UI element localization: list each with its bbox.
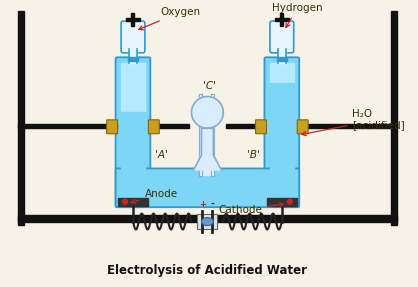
- Polygon shape: [194, 128, 221, 170]
- Bar: [275, 18, 289, 21]
- Bar: [267, 198, 297, 206]
- Bar: [268, 172, 296, 204]
- Bar: [391, 11, 397, 224]
- FancyBboxPatch shape: [270, 21, 294, 53]
- Bar: [118, 198, 148, 206]
- Text: 'C': 'C': [203, 81, 216, 91]
- Bar: [121, 63, 145, 113]
- Bar: [159, 124, 189, 128]
- Bar: [18, 215, 397, 222]
- Text: H₂O
[acidified]: H₂O [acidified]: [302, 109, 405, 136]
- Ellipse shape: [287, 199, 292, 204]
- Bar: [132, 13, 135, 26]
- Text: Electrolysis of Acidified Water: Electrolysis of Acidified Water: [107, 264, 307, 277]
- Bar: [129, 49, 137, 63]
- Bar: [280, 13, 283, 26]
- Bar: [119, 172, 147, 204]
- Ellipse shape: [201, 218, 213, 226]
- FancyBboxPatch shape: [107, 120, 117, 134]
- Bar: [278, 49, 286, 63]
- FancyBboxPatch shape: [121, 21, 145, 53]
- FancyBboxPatch shape: [148, 120, 159, 134]
- Bar: [128, 57, 138, 61]
- Text: 'A': 'A': [155, 150, 168, 160]
- FancyBboxPatch shape: [265, 57, 299, 207]
- Bar: [270, 83, 294, 180]
- Bar: [308, 124, 397, 128]
- Text: 'B': 'B': [247, 150, 260, 160]
- Ellipse shape: [122, 199, 127, 204]
- Polygon shape: [191, 96, 223, 128]
- Text: Hydrogen: Hydrogen: [272, 3, 323, 28]
- FancyBboxPatch shape: [116, 168, 299, 207]
- Bar: [201, 96, 213, 175]
- Text: Cathode: Cathode: [218, 203, 284, 215]
- Bar: [277, 57, 287, 61]
- Text: +: +: [199, 200, 206, 209]
- Bar: [197, 214, 217, 230]
- FancyBboxPatch shape: [116, 57, 150, 207]
- Bar: [121, 113, 145, 180]
- FancyBboxPatch shape: [255, 120, 266, 134]
- Bar: [201, 96, 213, 175]
- Bar: [126, 18, 140, 21]
- Text: Oxygen: Oxygen: [139, 7, 201, 30]
- FancyBboxPatch shape: [297, 120, 308, 134]
- Bar: [121, 174, 294, 202]
- Bar: [18, 124, 117, 128]
- Bar: [270, 63, 294, 83]
- Bar: [18, 11, 24, 224]
- Bar: [226, 124, 256, 128]
- Text: Anode: Anode: [131, 189, 178, 203]
- Text: -: -: [210, 199, 214, 209]
